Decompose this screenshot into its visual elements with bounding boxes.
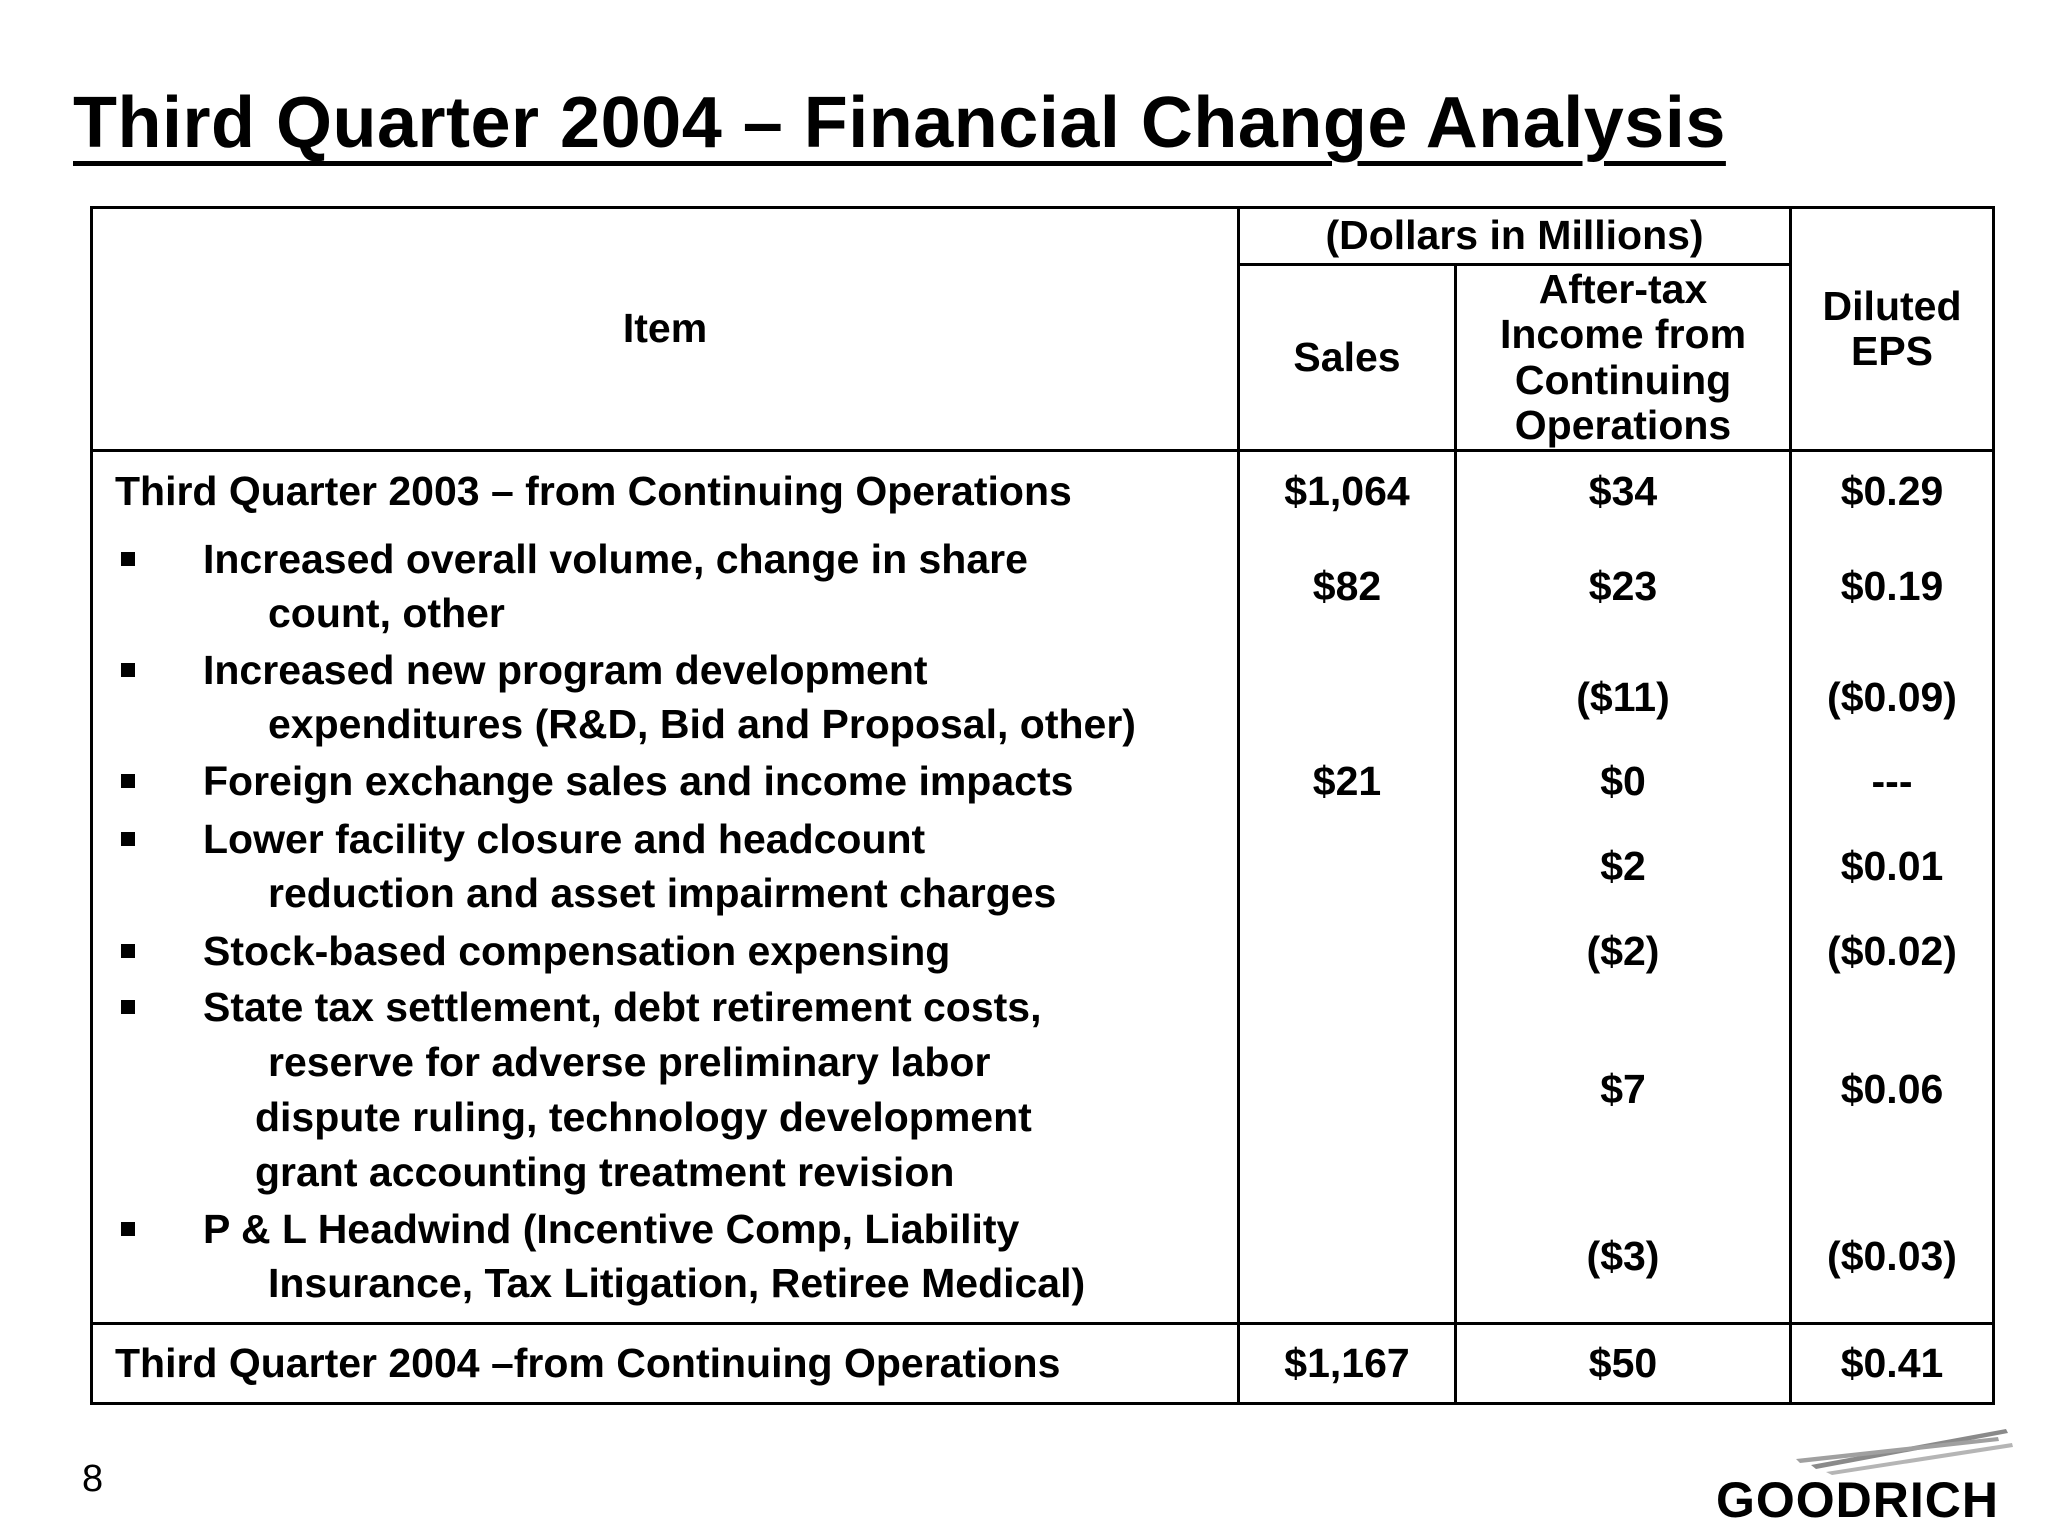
slide-title: Third Quarter 2004 – Financial Change An… (73, 83, 1726, 163)
bullet-icon (121, 832, 135, 846)
item-line: grant accounting treatment revision (255, 1149, 955, 1195)
header-eps-line: Diluted (1822, 282, 1962, 329)
item-line: Stock-based compensation expensing (203, 928, 951, 974)
item-eps: $0.06 (1840, 1066, 1944, 1112)
item-income: ($2) (1586, 928, 1660, 974)
item-eps: --- (1871, 758, 1913, 804)
item-line: Foreign exchange sales and income impact… (203, 758, 1074, 804)
start-row-income: $34 (1588, 468, 1658, 514)
item-line: State tax settlement, debt retirement co… (203, 984, 1042, 1030)
header-after-tax-income: After-tax Income from Continuing Operati… (1453, 263, 1793, 452)
item-line: Lower facility closure and headcount (203, 816, 926, 862)
bullet-icon (121, 1222, 135, 1236)
item-income: $2 (1600, 843, 1646, 889)
item-line: Increased overall volume, change in shar… (203, 536, 1028, 582)
end-row-label: Third Quarter 2004 –from Continuing Oper… (90, 1322, 1240, 1405)
goodrich-logo: GOODRICH (1716, 1425, 2016, 1528)
header-income-line: Income from (1499, 311, 1747, 358)
bullet-icon (121, 663, 135, 677)
bullet-icon (121, 552, 135, 566)
item-column: Third Quarter 2003 – from Continuing Ope… (90, 449, 1240, 1325)
item-income: $23 (1588, 563, 1658, 609)
item-eps: $0.19 (1840, 563, 1944, 609)
start-row-eps: $0.29 (1840, 468, 1944, 514)
end-row-eps: $0.41 (1789, 1322, 1996, 1405)
item-line: Increased new program development (203, 647, 928, 693)
bullet-icon (121, 1000, 135, 1014)
item-line: reduction and asset impairment charges (268, 870, 1057, 916)
header-income-line: Continuing (1514, 356, 1732, 403)
header-dollars-group: (Dollars in Millions) (1236, 206, 1793, 266)
bullet-icon (121, 774, 135, 788)
item-line: P & L Headwind (Incentive Comp, Liabilit… (203, 1206, 1020, 1252)
header-item: Item (90, 206, 1240, 452)
end-row-sales: $1,167 (1237, 1322, 1457, 1405)
end-row-income: $50 (1453, 1322, 1793, 1405)
item-line: dispute ruling, technology development (255, 1094, 1032, 1140)
header-income-line: Operations (1514, 401, 1732, 448)
item-line: expenditures (R&D, Bid and Proposal, oth… (268, 701, 1136, 747)
item-line: Insurance, Tax Litigation, Retiree Medic… (268, 1260, 1086, 1306)
bullet-icon (121, 944, 135, 958)
item-sales: $21 (1312, 758, 1382, 804)
start-row-sales: $1,064 (1284, 468, 1410, 514)
eps-column: $0.29 $0.19 ($0.09) --- $0.01 ($0.02) $0… (1789, 449, 1996, 1325)
income-column: $34 $23 ($11) $0 $2 ($2) $7 ($3) (1453, 449, 1793, 1325)
item-line: count, other (268, 590, 505, 636)
item-income: ($11) (1576, 674, 1670, 720)
logo-text: GOODRICH (1716, 1472, 1999, 1528)
item-eps: ($0.03) (1827, 1233, 1957, 1279)
header-eps-line: EPS (1850, 328, 1934, 374)
item-income: ($3) (1586, 1233, 1660, 1279)
start-row-label: Third Quarter 2003 – from Continuing Ope… (115, 468, 1072, 514)
item-eps: $0.01 (1840, 843, 1944, 889)
header-sales: Sales (1237, 263, 1457, 452)
header-diluted-eps: Diluted EPS (1789, 206, 1996, 452)
item-income: $0 (1600, 758, 1646, 804)
header-income-line: After-tax (1538, 266, 1708, 313)
page-number: 8 (82, 1458, 104, 1500)
item-sales: $82 (1312, 563, 1382, 609)
logo-swoosh-icon (1796, 1429, 2013, 1475)
item-line: reserve for adverse preliminary labor (268, 1039, 991, 1085)
sales-column: $1,064 $82 $21 (1237, 449, 1457, 1325)
item-eps: ($0.02) (1827, 928, 1957, 974)
item-income: $7 (1600, 1066, 1646, 1112)
item-eps: ($0.09) (1827, 674, 1957, 720)
financial-change-table: Item (Dollars in Millions) Diluted EPS S… (90, 206, 1996, 1405)
